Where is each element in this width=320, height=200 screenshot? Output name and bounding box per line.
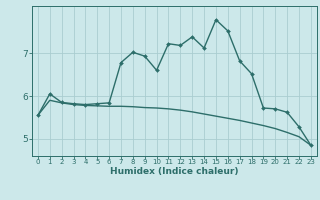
X-axis label: Humidex (Indice chaleur): Humidex (Indice chaleur) — [110, 167, 239, 176]
